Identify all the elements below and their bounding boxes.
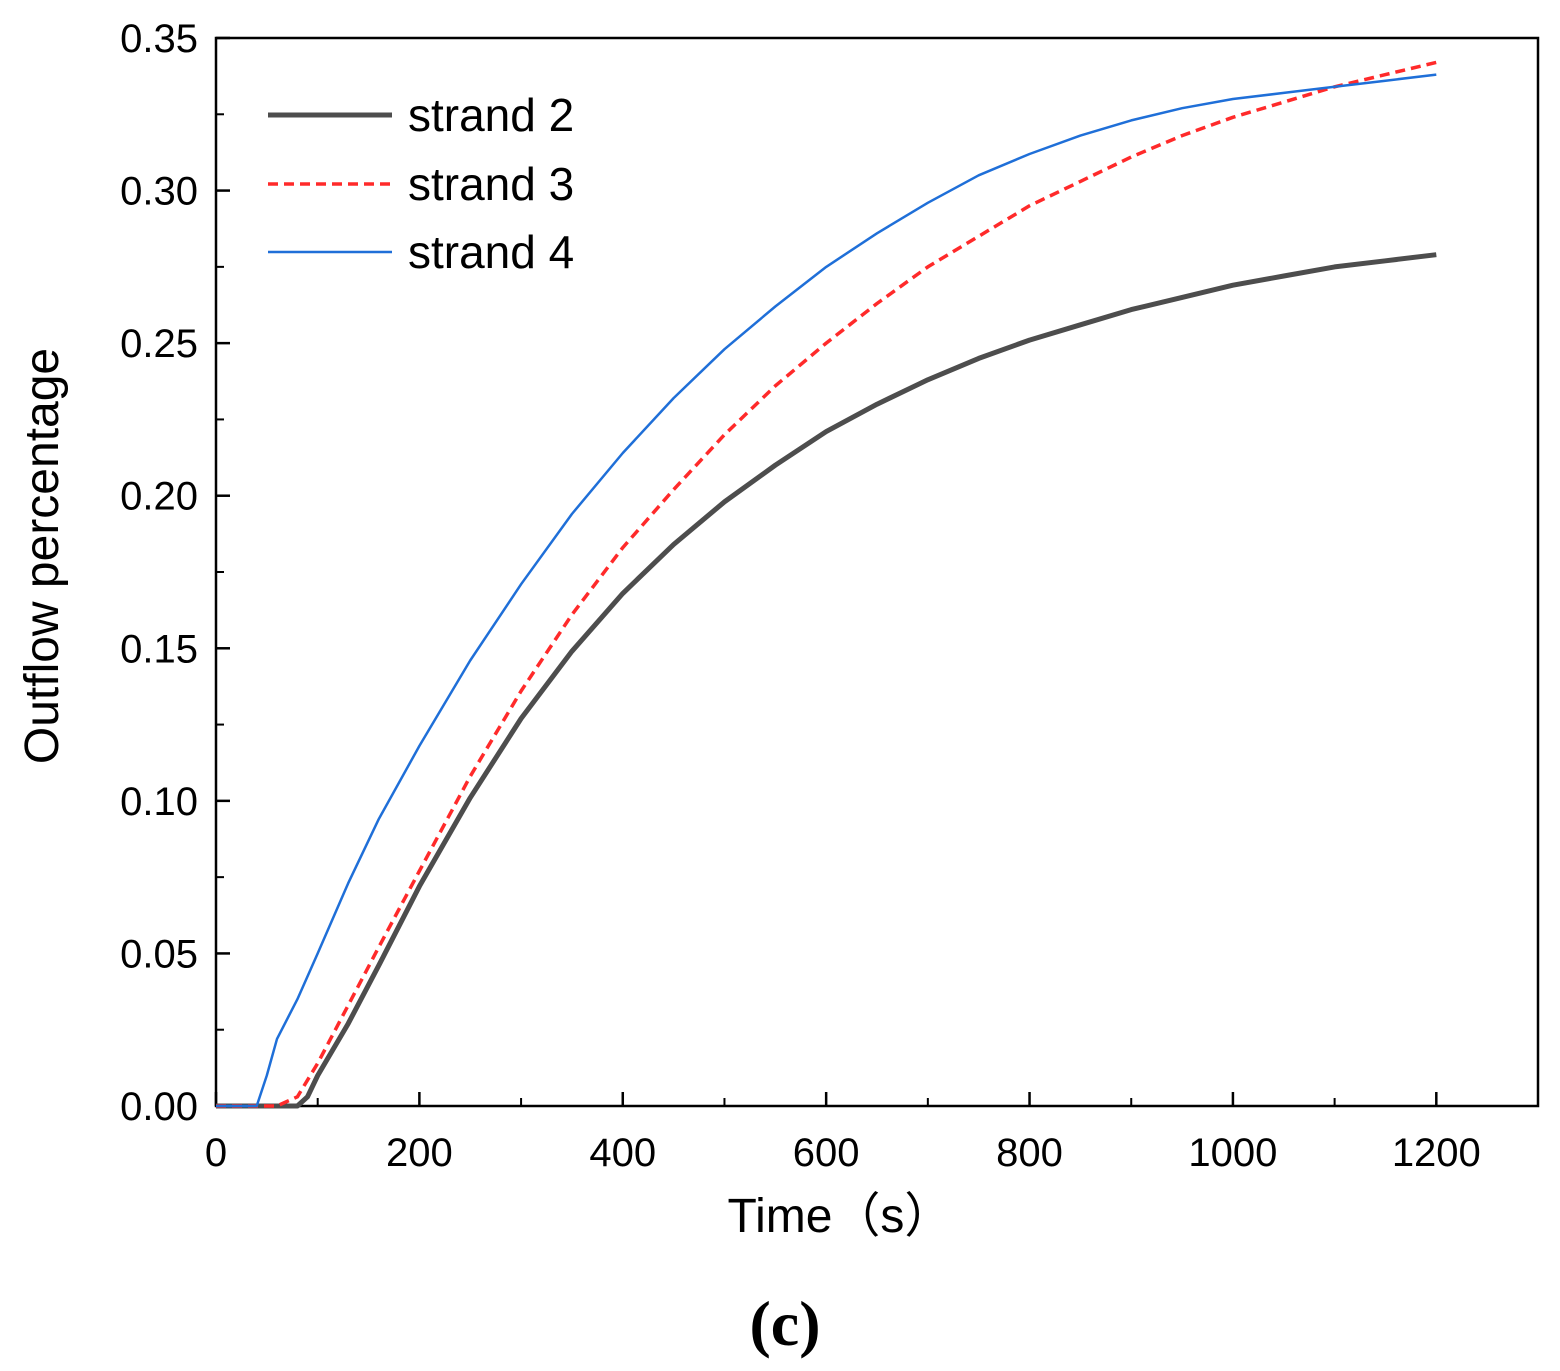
legend-label: strand 2 <box>408 89 574 141</box>
y-tick-label: 0.00 <box>120 1085 198 1129</box>
x-tick-label: 1000 <box>1188 1131 1277 1175</box>
x-axis-title: Time（s） <box>728 1190 953 1243</box>
panel-label: (c) <box>749 1288 820 1359</box>
x-axis-ticks: 0 200 400 600 800 1000 1200 <box>205 1092 1539 1175</box>
series-layer <box>216 60 1437 1109</box>
x-tick-label: 800 <box>996 1131 1063 1175</box>
series-line-strand-3 <box>216 60 1437 1108</box>
y-tick-label: 0.30 <box>120 170 198 214</box>
y-tick-label: 0.05 <box>120 932 198 976</box>
y-tick-label: 0.35 <box>120 17 198 61</box>
x-tick-label: 1200 <box>1392 1131 1481 1175</box>
x-tick-label: 0 <box>205 1131 227 1175</box>
series-line-strand-2 <box>216 252 1437 1109</box>
y-tick-label: 0.10 <box>120 780 198 824</box>
y-tick-label: 0.15 <box>120 627 198 671</box>
legend-label: strand 3 <box>408 158 574 210</box>
legend-label: strand 4 <box>408 226 574 278</box>
y-tick-label: 0.25 <box>120 322 198 366</box>
y-tick-label: 0.20 <box>120 475 198 519</box>
y-axis-ticks: 0.00 0.05 0.10 0.15 0.20 0.25 0.30 0.35 <box>120 17 230 1129</box>
y-axis-title: Outflow percentage <box>16 348 69 764</box>
series-line-strand-4 <box>216 73 1437 1108</box>
x-tick-label: 200 <box>386 1131 453 1175</box>
legend: strand 2 strand 3 strand 4 <box>268 89 574 278</box>
x-tick-label: 600 <box>793 1131 860 1175</box>
x-tick-label: 400 <box>589 1131 656 1175</box>
